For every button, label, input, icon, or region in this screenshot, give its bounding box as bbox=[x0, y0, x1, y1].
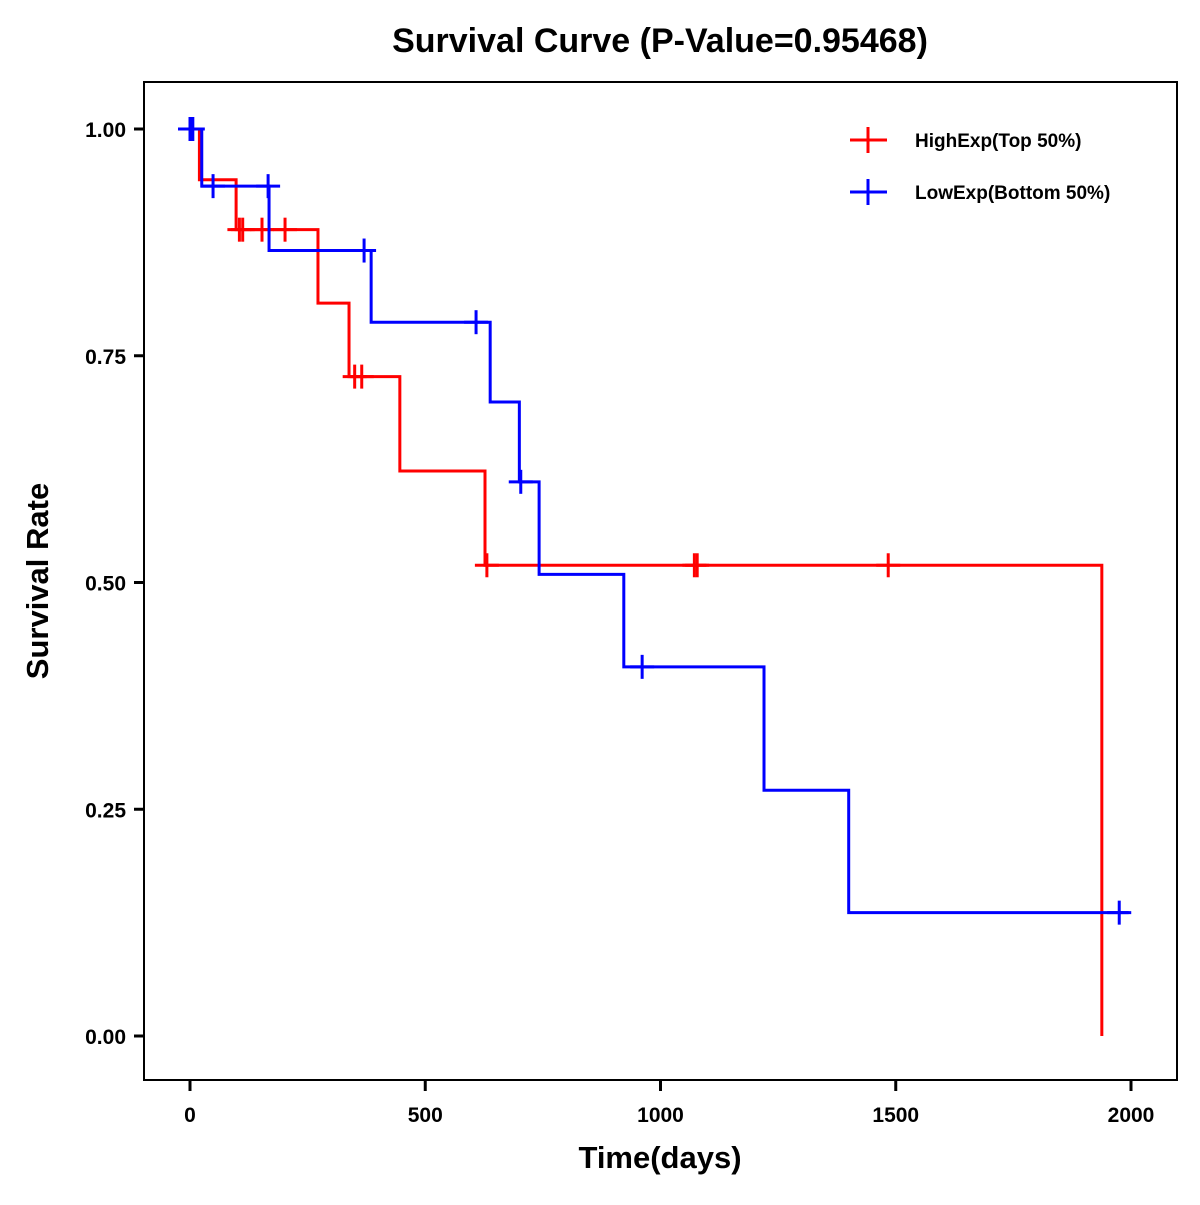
censor-mark bbox=[508, 469, 533, 494]
censor-mark bbox=[256, 174, 281, 199]
legend-label: LowExp(Bottom 50%) bbox=[915, 183, 1110, 204]
censor-mark bbox=[464, 310, 489, 335]
x-tick-label: 1500 bbox=[872, 1104, 919, 1127]
censor-mark bbox=[180, 117, 205, 141]
censor-mark bbox=[630, 654, 655, 679]
legend-key-icon bbox=[850, 179, 887, 205]
x-axis-title: Time(days) bbox=[578, 1140, 741, 1175]
legend-key-icon bbox=[850, 127, 887, 153]
legend-item: HighExp(Top 50%) bbox=[850, 127, 1081, 153]
censor-mark bbox=[1107, 900, 1132, 925]
censor-mark bbox=[876, 553, 901, 578]
chart-title: Survival Curve (P-Value=0.95468) bbox=[392, 22, 928, 60]
x-tick-label: 0 bbox=[184, 1104, 196, 1127]
legend-item: LowExp(Bottom 50%) bbox=[850, 179, 1110, 205]
y-axis-title: Survival Rate bbox=[20, 483, 55, 679]
legend-label: HighExp(Top 50%) bbox=[915, 131, 1081, 152]
censor-mark bbox=[474, 553, 499, 578]
y-tick-label: 0.75 bbox=[85, 346, 126, 369]
legend: HighExp(Top 50%) LowExp(Bottom 50%) bbox=[850, 127, 1110, 205]
x-tick-label: 2000 bbox=[1108, 1104, 1155, 1127]
censor-mark bbox=[685, 553, 710, 578]
x-tick-label: 500 bbox=[408, 1104, 443, 1127]
x-tick-label: 1000 bbox=[637, 1104, 684, 1127]
y-tick-label: 0.50 bbox=[85, 573, 126, 596]
y-tick-label: 1.00 bbox=[85, 119, 126, 142]
series-lowexp bbox=[178, 117, 1132, 925]
y-tick-label: 0.25 bbox=[85, 799, 126, 822]
y-axis: 0.00 0.25 0.50 0.75 1.00 bbox=[85, 119, 144, 1049]
x-axis: 0 500 1000 1500 2000 bbox=[184, 1080, 1154, 1127]
censor-mark bbox=[349, 364, 374, 389]
y-tick-label: 0.00 bbox=[85, 1026, 126, 1049]
censor-mark bbox=[352, 238, 377, 263]
series-layer bbox=[178, 117, 1132, 1036]
censor-mark bbox=[201, 174, 226, 199]
censor-mark bbox=[273, 217, 298, 242]
